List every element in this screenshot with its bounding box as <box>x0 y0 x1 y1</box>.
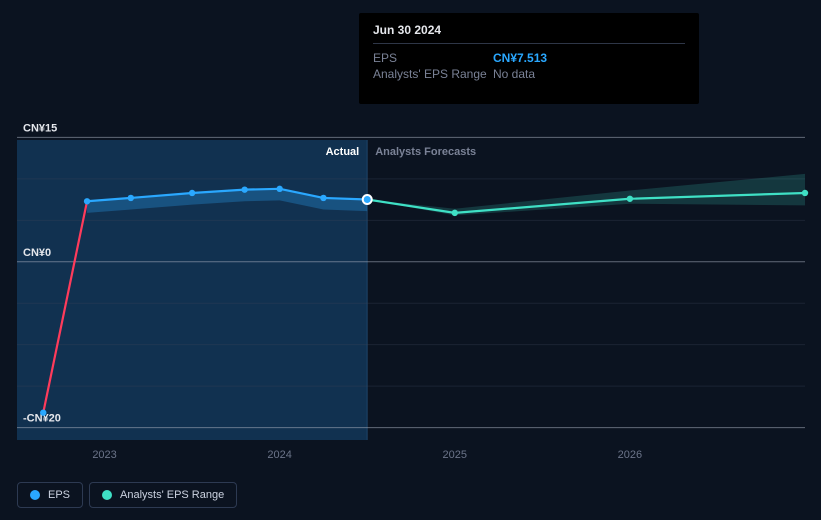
eps-forecast-point <box>802 190 808 196</box>
tooltip-title: Jun 30 2024 <box>373 23 685 44</box>
eps-point <box>189 190 195 196</box>
eps-forecast-point <box>452 210 458 216</box>
eps-point <box>320 195 326 201</box>
tooltip-value: CN¥7.513 <box>493 51 685 65</box>
legend-dot-icon <box>102 490 112 500</box>
tooltip-value: No data <box>493 67 685 81</box>
x-axis-label: 2026 <box>618 449 642 461</box>
section-label-forecast: Analysts Forecasts <box>375 146 476 158</box>
y-axis-label: CN¥0 <box>23 247 51 259</box>
eps-point <box>128 195 134 201</box>
tooltip-row: Analysts' EPS RangeNo data <box>373 66 685 82</box>
tooltip-row: EPSCN¥7.513 <box>373 50 685 66</box>
tooltip-key: EPS <box>373 51 493 65</box>
y-axis-label: CN¥15 <box>23 122 57 134</box>
section-label-actual: Actual <box>326 146 360 158</box>
legend-item-eps[interactable]: EPS <box>17 482 83 508</box>
chart-legend: EPS Analysts' EPS Range <box>17 482 237 508</box>
legend-label: EPS <box>48 489 70 501</box>
chart-tooltip: Jun 30 2024 EPSCN¥7.513Analysts' EPS Ran… <box>359 13 699 104</box>
x-axis-label: 2025 <box>443 449 467 461</box>
legend-item-range[interactable]: Analysts' EPS Range <box>89 482 237 508</box>
legend-dot-icon <box>30 490 40 500</box>
eps-forecast-point <box>627 196 633 202</box>
eps-chart: CN¥15CN¥0-CN¥202023202420252026ActualAna… <box>0 0 821 520</box>
legend-label: Analysts' EPS Range <box>120 489 224 501</box>
eps-start-point <box>40 409 46 415</box>
x-axis-label: 2023 <box>92 449 116 461</box>
x-axis-label: 2024 <box>267 449 291 461</box>
highlight-point <box>363 195 372 204</box>
tooltip-key: Analysts' EPS Range <box>373 67 493 81</box>
eps-point <box>84 198 90 204</box>
eps-point <box>276 186 282 192</box>
eps-point <box>241 186 247 192</box>
